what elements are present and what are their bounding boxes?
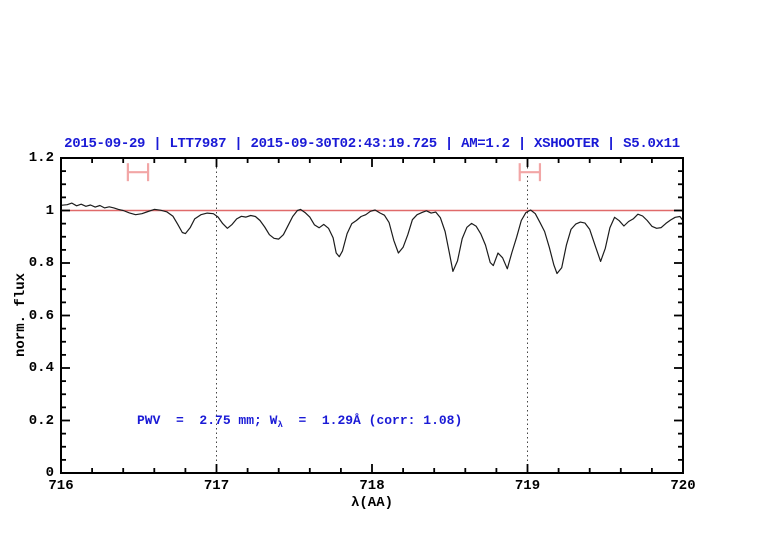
- pwv-annotation-prefix: PWV = 2.75 mm; W: [137, 413, 278, 428]
- x-tick-label: 720: [670, 478, 696, 494]
- pwv-annotation-suffix: = 1.29Å (corr: 1.08): [282, 413, 463, 428]
- y-tick-label: 0.2: [28, 412, 54, 429]
- x-tick-label: 716: [48, 478, 74, 494]
- plot-box-and-ticks: [60, 157, 684, 474]
- x-tick-label: 718: [359, 478, 385, 494]
- x-tick-label: 717: [203, 478, 230, 494]
- x-axis-label: λ(AA): [350, 495, 393, 511]
- y-tick-label: 0.6: [28, 307, 54, 324]
- y-tick-label: 0: [45, 465, 54, 481]
- pwv-annotation: PWV = 2.75 mm; Wλ = 1.29Å (corr: 1.08): [137, 413, 462, 430]
- y-tick-label: 0.8: [28, 255, 54, 271]
- y-axis-label: norm. flux: [13, 272, 29, 358]
- y-tick-label: 1.2: [28, 150, 54, 166]
- x-tick-label: 719: [514, 478, 541, 494]
- pwv-annotation-lambda-subscript: λ: [277, 420, 283, 430]
- dotted-vlines: [216, 158, 528, 473]
- spectrum-curve: [60, 202, 684, 275]
- y-tick-label: 1: [45, 202, 54, 219]
- y-tick-label: 0.4: [28, 360, 54, 376]
- plot-title: 2015-09-29 | LTT7987 | 2015-09-30T02:43:…: [64, 136, 680, 152]
- range-markers: [126, 163, 542, 182]
